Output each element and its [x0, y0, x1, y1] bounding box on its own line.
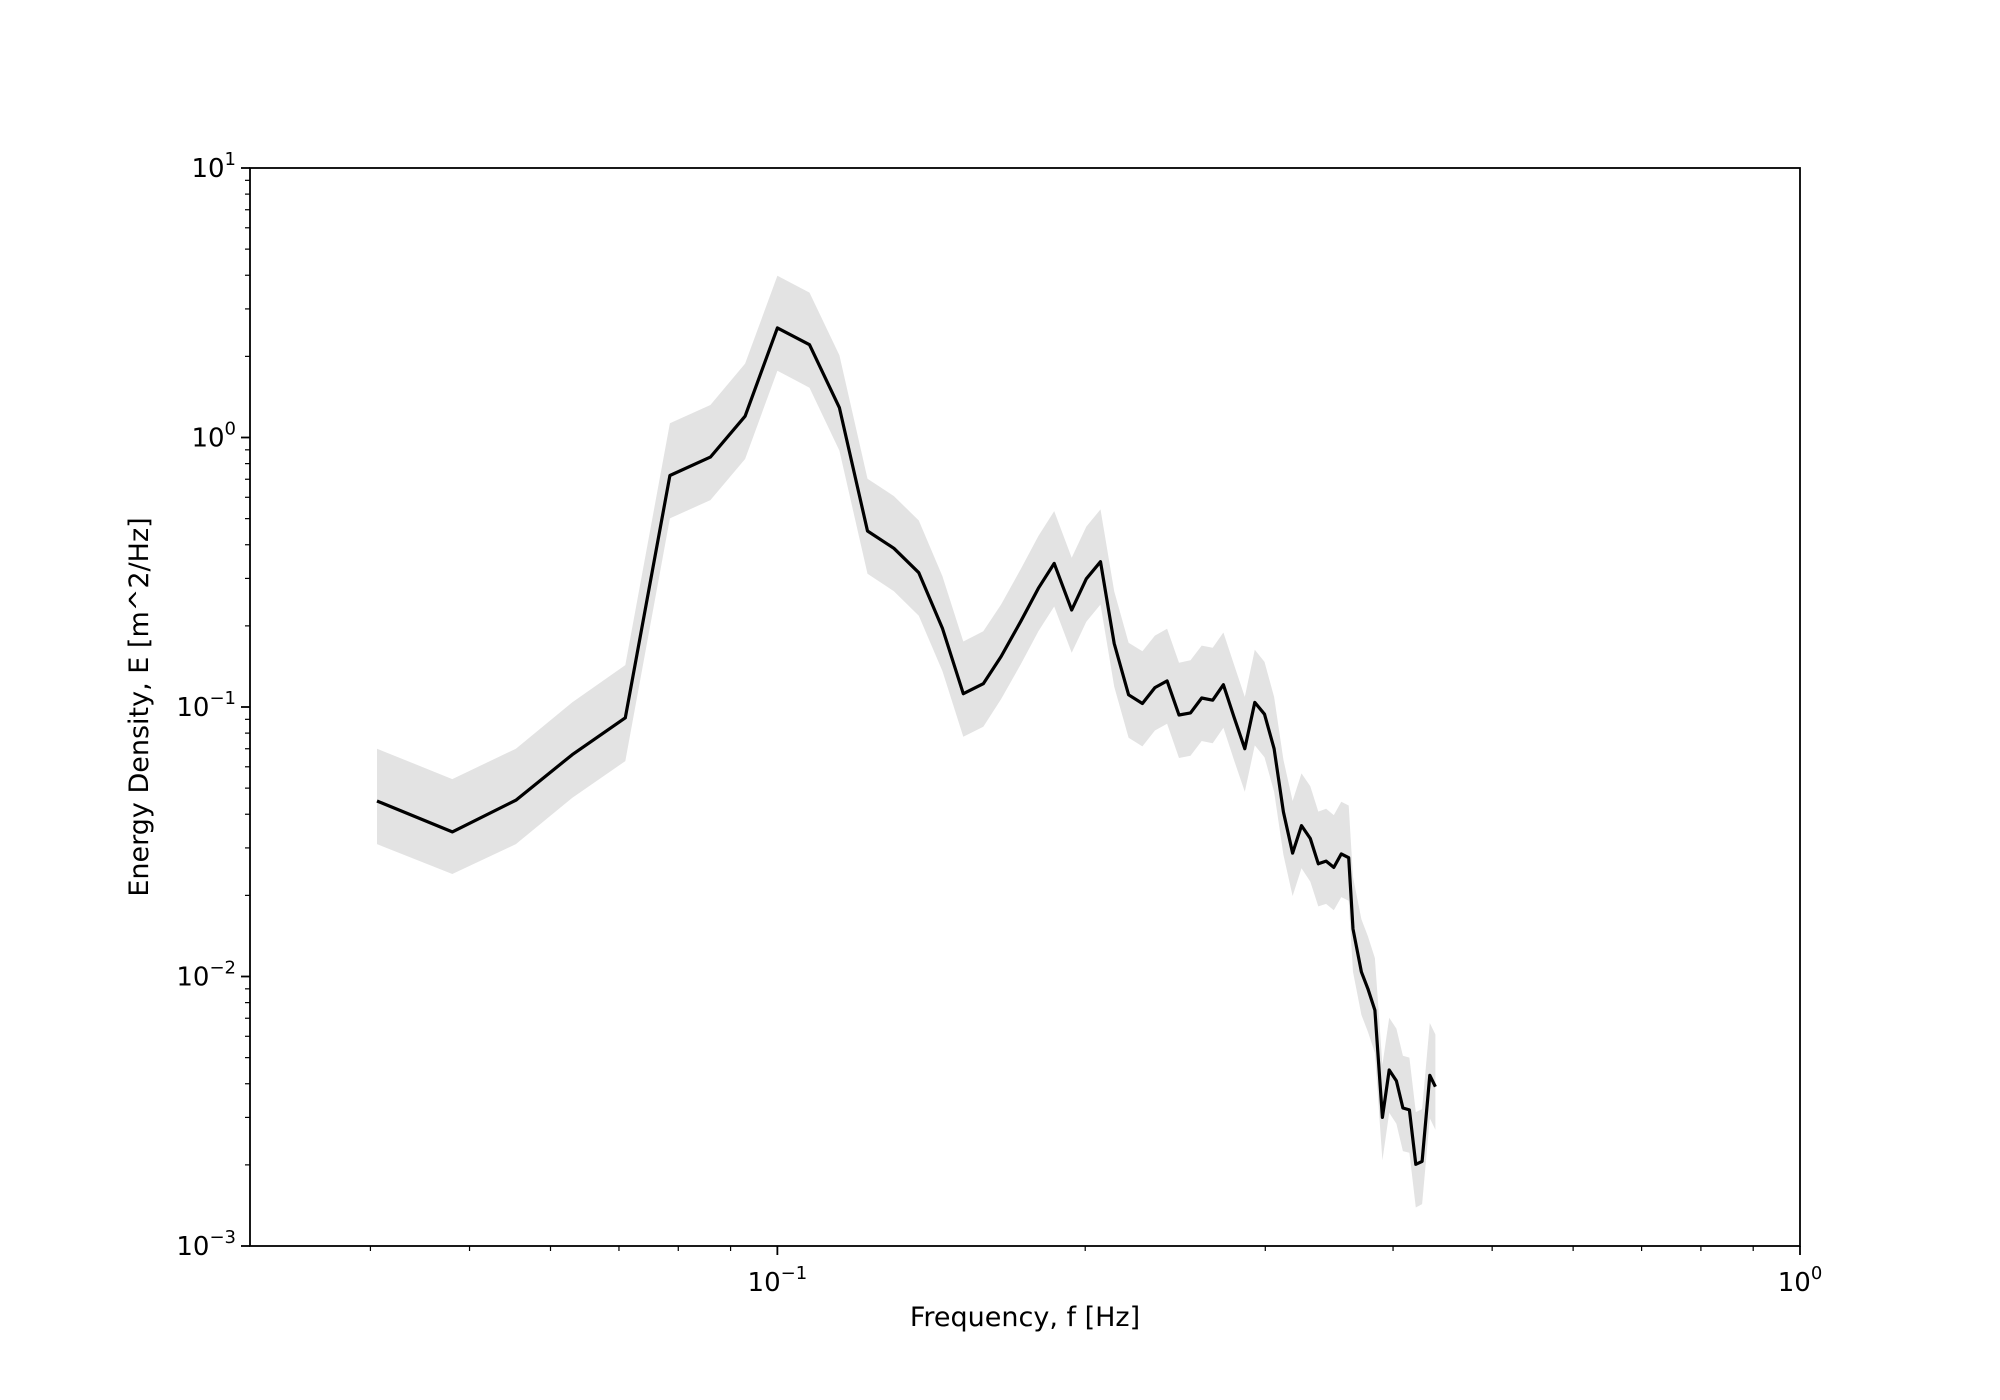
mean-spectrum-line — [376, 326, 1437, 1166]
x-tick-label: 100 — [1778, 1263, 1823, 1298]
x-tick-label: 10−1 — [748, 1263, 808, 1298]
mean-line-layer — [376, 326, 1437, 1166]
y-tick-label: 101 — [191, 149, 236, 184]
x-axis-label: Frequency, f [Hz] — [910, 1302, 1140, 1333]
y-tick-label: 100 — [191, 419, 236, 454]
y-tick-label: 10−2 — [176, 958, 236, 993]
x-axis: 10−1 100 — [369, 1246, 1823, 1298]
y-axis-label: Energy Density, E [m^2/Hz] — [124, 517, 155, 896]
plot-area — [250, 168, 1800, 1246]
y-tick-label: 10−1 — [176, 688, 236, 723]
y-axis: 10−3 10−2 10−1 100 101 — [176, 149, 250, 1262]
y-tick-label: 10−3 — [176, 1227, 236, 1262]
